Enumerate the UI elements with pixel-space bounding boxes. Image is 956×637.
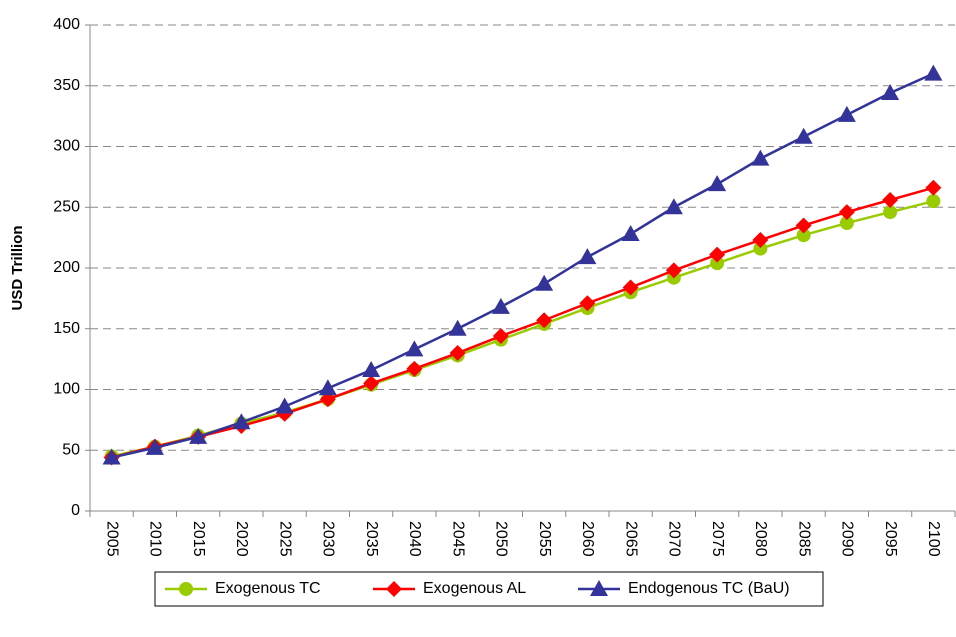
y-axis-label: USD Trillion <box>9 225 26 310</box>
y-tick-label: 100 <box>53 381 80 398</box>
series-line <box>111 186 934 459</box>
y-tick-label: 400 <box>53 16 80 33</box>
legend-box <box>154 571 824 607</box>
marker <box>492 328 509 345</box>
x-tick-label: 2010 <box>147 521 164 557</box>
marker <box>535 274 554 291</box>
marker <box>449 345 466 362</box>
series-line <box>111 72 934 459</box>
y-tick-label: 350 <box>53 77 80 94</box>
series <box>103 179 942 466</box>
y-tick-label: 300 <box>53 138 80 155</box>
marker <box>386 581 402 597</box>
x-tick-label: 2050 <box>493 521 510 557</box>
x-tick-label: 2015 <box>190 521 207 557</box>
x-tick-label: 2020 <box>233 521 250 557</box>
marker <box>751 149 770 166</box>
marker <box>318 379 337 396</box>
marker <box>837 105 856 122</box>
marker <box>491 297 510 314</box>
marker <box>621 224 640 241</box>
marker <box>102 448 121 465</box>
x-tick-label: 2025 <box>276 521 293 557</box>
marker <box>926 194 941 209</box>
legend-label: Endogenous TC (BaU) <box>628 580 790 597</box>
x-tick-label: 2080 <box>752 521 769 557</box>
x-tick-label: 2100 <box>925 521 942 557</box>
marker <box>881 84 900 101</box>
x-tick-label: 2075 <box>709 521 726 557</box>
marker <box>883 205 898 220</box>
y-tick-label: 50 <box>62 441 80 458</box>
marker <box>406 360 423 377</box>
marker <box>664 198 683 215</box>
marker <box>708 175 727 192</box>
marker <box>179 582 193 596</box>
x-tick-label: 2055 <box>536 521 553 557</box>
marker <box>578 248 597 265</box>
x-tick-label: 2070 <box>666 521 683 557</box>
x-tick-label: 2060 <box>579 521 596 557</box>
marker <box>709 246 726 263</box>
marker <box>362 361 381 378</box>
marker <box>838 204 855 221</box>
marker <box>794 127 813 144</box>
marker <box>710 256 725 271</box>
marker <box>665 262 682 279</box>
x-tick-label: 2095 <box>882 521 899 557</box>
marker <box>753 241 768 256</box>
legend-label: Exogenous TC <box>215 580 321 597</box>
x-tick-label: 2030 <box>320 521 337 557</box>
marker <box>145 438 164 455</box>
series <box>102 64 943 465</box>
marker <box>448 319 467 336</box>
legend-label: Exogenous AL <box>423 580 526 597</box>
x-tick-label: 2005 <box>103 521 120 557</box>
marker <box>752 232 769 249</box>
marker <box>622 279 639 296</box>
x-tick-label: 2065 <box>622 521 639 557</box>
series-line <box>111 199 934 458</box>
marker <box>579 295 596 312</box>
marker <box>924 64 943 81</box>
marker <box>275 397 294 414</box>
marker <box>590 580 608 596</box>
x-tick-label: 2085 <box>795 521 812 557</box>
marker <box>882 191 899 208</box>
x-tick-label: 2045 <box>449 521 466 557</box>
marker <box>796 228 811 243</box>
marker <box>925 179 942 196</box>
x-tick-label: 2035 <box>363 521 380 557</box>
marker <box>405 340 424 357</box>
marker <box>363 375 380 392</box>
y-tick-label: 150 <box>53 320 80 337</box>
marker <box>536 312 553 329</box>
y-tick-label: 200 <box>53 259 80 276</box>
y-tick-label: 0 <box>71 502 80 519</box>
marker <box>189 427 208 444</box>
y-tick-label: 250 <box>53 198 80 215</box>
marker <box>839 216 854 231</box>
x-tick-label: 2040 <box>406 521 423 557</box>
x-tick-label: 2090 <box>839 521 856 557</box>
marker <box>232 413 251 430</box>
marker <box>795 217 812 234</box>
